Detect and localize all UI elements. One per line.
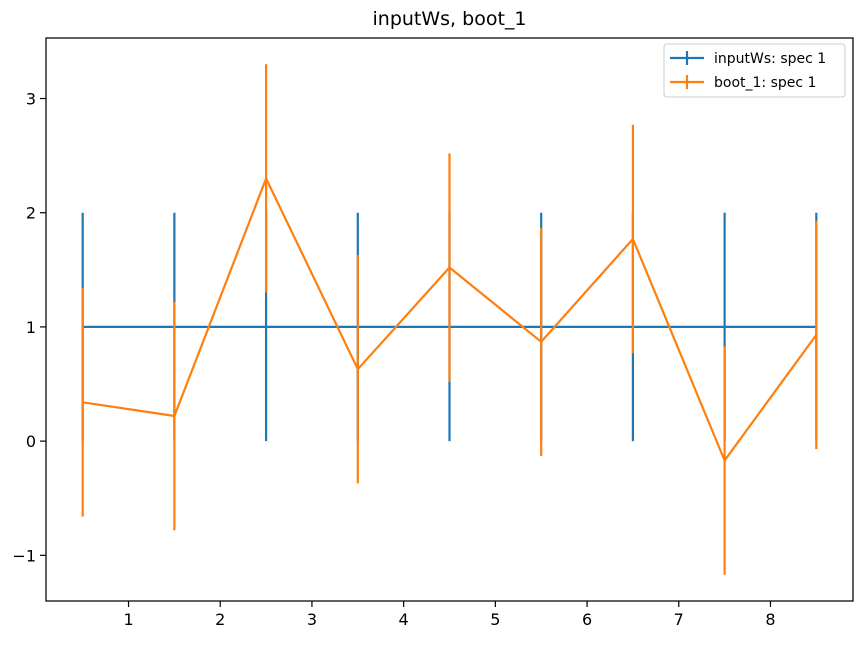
y-tick-label: 1 [26, 318, 36, 337]
legend-entry: inputWs: spec 1 [670, 51, 826, 67]
x-tick-label: 8 [765, 610, 775, 629]
x-tick-label: 2 [215, 610, 225, 629]
legend-entries: inputWs: spec 1 boot_1: spec 1 [670, 51, 826, 91]
x-tick-label: 7 [674, 610, 684, 629]
series-2 [81, 64, 818, 575]
y-tick-label: 3 [26, 90, 36, 109]
legend-label: inputWs: spec 1 [714, 51, 826, 67]
legend-label: boot_1: spec 1 [714, 75, 816, 91]
x-tick-label: 4 [399, 610, 409, 629]
y-axis: −1 0 1 2 3 [12, 90, 46, 565]
chart-title: inputWs, boot_1 [373, 8, 527, 30]
x-axis: 1 2 3 4 5 6 7 8 [123, 601, 776, 629]
series-layer [81, 64, 818, 575]
legend: inputWs: spec 1 boot_1: spec 1 [663, 43, 846, 98]
series-line [82, 177, 818, 462]
y-tick-label: −1 [12, 546, 36, 565]
x-tick-label: 3 [307, 610, 317, 629]
x-tick-label: 5 [490, 610, 500, 629]
legend-box [663, 43, 846, 98]
plot-frame [45, 37, 854, 602]
plot-area [45, 37, 854, 602]
legend-entry: boot_1: spec 1 [670, 75, 816, 91]
x-tick-label: 6 [582, 610, 592, 629]
y-tick-label: 0 [26, 432, 36, 451]
x-tick-label: 1 [123, 610, 133, 629]
y-tick-label: 2 [26, 204, 36, 223]
